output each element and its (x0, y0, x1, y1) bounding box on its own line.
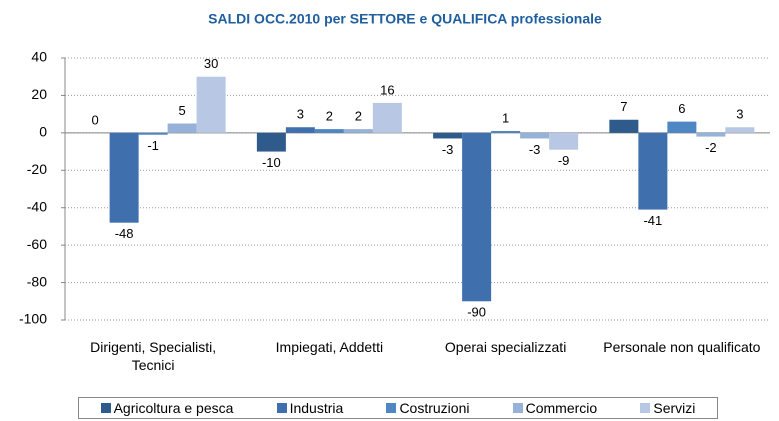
bar (725, 127, 755, 133)
bar (196, 76, 226, 133)
data-label: 6 (678, 101, 685, 116)
bar (433, 132, 463, 139)
legend-swatch (276, 403, 287, 413)
chart-title: SALDI OCC.2010 per SETTORE e QUALIFICA p… (208, 11, 602, 27)
legend-label: Industria (289, 400, 344, 416)
y-tick-label: -100 (19, 311, 47, 327)
bar (343, 129, 373, 133)
legend-item: Commercio (512, 400, 598, 416)
data-label: -3 (529, 142, 541, 157)
legend-item: Costruzioni (386, 400, 469, 416)
data-label: -3 (442, 142, 454, 157)
legend-label: Servizi (653, 400, 696, 416)
legend-item: Servizi (640, 400, 695, 416)
bar (372, 102, 402, 133)
legend-label: Commercio (525, 400, 598, 416)
data-label: 7 (620, 99, 627, 114)
legend: Agricoltura e pesca Industria Costruzioni C… (78, 397, 718, 419)
data-label: 2 (355, 109, 362, 124)
bar (314, 129, 344, 133)
bar (109, 132, 139, 223)
data-label: -48 (115, 226, 134, 241)
bar (520, 132, 550, 139)
bar (667, 121, 697, 133)
legend-item: Industria (276, 400, 344, 416)
x-tick-label: Personale non qualificato (603, 339, 761, 355)
x-tick-label: Operai specializzati (444, 339, 567, 355)
data-label: 3 (297, 107, 304, 122)
legend-swatch (386, 403, 397, 413)
legend-label: Agricoltura e pesca (113, 400, 234, 416)
bar (285, 127, 315, 133)
bar (167, 123, 197, 133)
data-label: -1 (147, 138, 159, 153)
bar (696, 132, 726, 137)
y-tick-label: 0 (39, 124, 47, 140)
x-tick-label: Dirigenti, Specialisti, Tecnici (90, 339, 217, 373)
data-label: 16 (380, 82, 394, 97)
data-label: 3 (736, 107, 743, 122)
data-label: -10 (262, 155, 281, 170)
y-tick-label: 40 (31, 49, 47, 65)
data-label: 30 (204, 56, 218, 71)
data-label: 1 (502, 110, 509, 125)
y-tick-label: -40 (27, 198, 47, 214)
bar (491, 130, 521, 133)
data-label: -90 (467, 305, 486, 320)
y-tick-label: 20 (31, 86, 47, 102)
legend-swatch (100, 403, 111, 413)
data-label: 2 (326, 109, 333, 124)
y-tick-label: -60 (27, 236, 47, 252)
data-label: -2 (705, 140, 717, 155)
legend-swatch (512, 403, 523, 413)
data-label: -9 (558, 153, 570, 168)
bar (256, 132, 286, 152)
bar (462, 132, 492, 302)
data-label: -41 (643, 213, 662, 228)
bar (638, 132, 668, 210)
bar (609, 119, 639, 133)
bar (549, 132, 579, 150)
legend-label: Costruzioni (399, 400, 470, 416)
bar (138, 132, 168, 135)
data-label: 0 (92, 112, 99, 127)
y-tick-label: -80 (27, 273, 47, 289)
legend-item: Agricoltura e pesca (100, 400, 234, 416)
legend-swatch (640, 403, 651, 413)
y-tick-label: -20 (27, 161, 47, 177)
x-tick-label: Impiegati, Addetti (275, 339, 384, 355)
data-label: 5 (179, 103, 186, 118)
